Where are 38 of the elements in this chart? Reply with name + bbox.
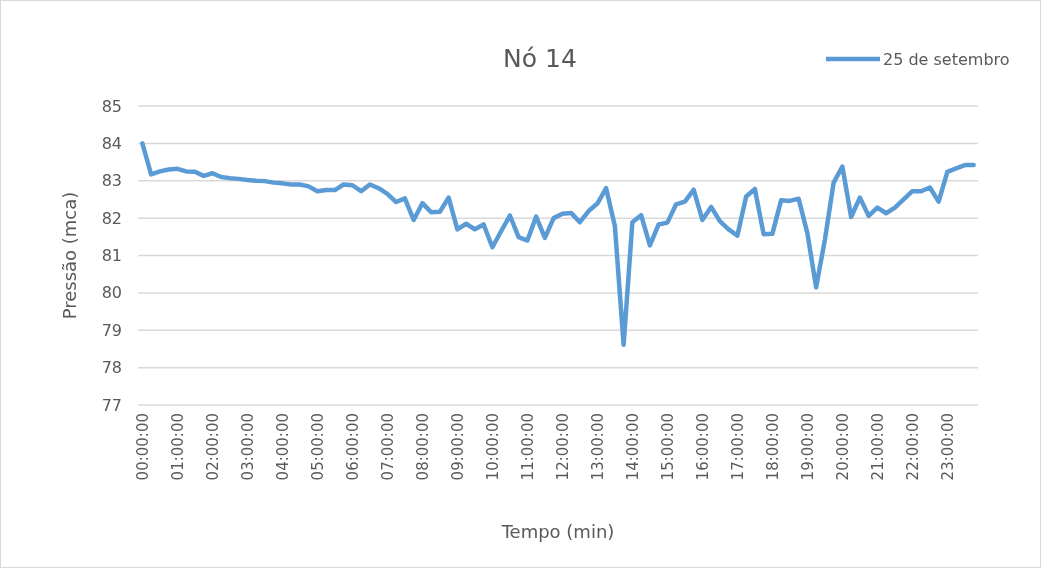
x-tick-label: 22:00:00 bbox=[903, 413, 922, 481]
y-tick-label: 82 bbox=[101, 208, 122, 228]
y-tick-label: 79 bbox=[101, 320, 122, 340]
x-tick-label: 05:00:00 bbox=[308, 413, 327, 481]
y-tick-label: 77 bbox=[101, 395, 122, 415]
legend-label: 25 de setembro bbox=[883, 49, 1010, 69]
y-tick-label: 78 bbox=[101, 358, 122, 378]
x-tick-label: 18:00:00 bbox=[763, 413, 782, 481]
x-tick-label: 04:00:00 bbox=[273, 413, 292, 481]
x-tick-label: 14:00:00 bbox=[623, 413, 642, 481]
x-tick-label: 02:00:00 bbox=[203, 413, 222, 481]
x-tick-label: 10:00:00 bbox=[483, 413, 502, 481]
x-tick-label: 03:00:00 bbox=[238, 413, 257, 481]
x-tick-label: 08:00:00 bbox=[413, 413, 432, 481]
x-tick-label: 12:00:00 bbox=[553, 413, 572, 481]
y-tick-label: 80 bbox=[101, 283, 122, 303]
x-tick-label: 09:00:00 bbox=[448, 413, 467, 481]
chart-title: Nó 14 bbox=[503, 44, 577, 73]
x-tick-label: 23:00:00 bbox=[938, 413, 957, 481]
x-tick-label: 07:00:00 bbox=[378, 413, 397, 481]
x-tick-label: 20:00:00 bbox=[833, 413, 852, 481]
y-tick-label: 81 bbox=[101, 246, 122, 266]
x-tick-label: 15:00:00 bbox=[658, 413, 677, 481]
x-tick-label: 00:00:00 bbox=[133, 413, 152, 481]
x-tick-label: 13:00:00 bbox=[588, 413, 607, 481]
line-series bbox=[140, 141, 976, 348]
x-tick-label: 06:00:00 bbox=[343, 413, 362, 481]
y-tick-label: 84 bbox=[101, 133, 122, 153]
x-tick-label: 16:00:00 bbox=[693, 413, 712, 481]
y-tick-label: 85 bbox=[101, 96, 122, 116]
x-tick-label: 01:00:00 bbox=[168, 413, 187, 481]
y-tick-label: 83 bbox=[101, 171, 122, 191]
x-axis-title: Tempo (min) bbox=[500, 521, 615, 542]
x-tick-label: 11:00:00 bbox=[518, 413, 537, 481]
x-tick-label: 19:00:00 bbox=[798, 413, 817, 481]
x-tick-label: 17:00:00 bbox=[728, 413, 747, 481]
y-axis-title: Pressão (mca) bbox=[59, 191, 80, 320]
x-tick-label: 21:00:00 bbox=[868, 413, 887, 481]
